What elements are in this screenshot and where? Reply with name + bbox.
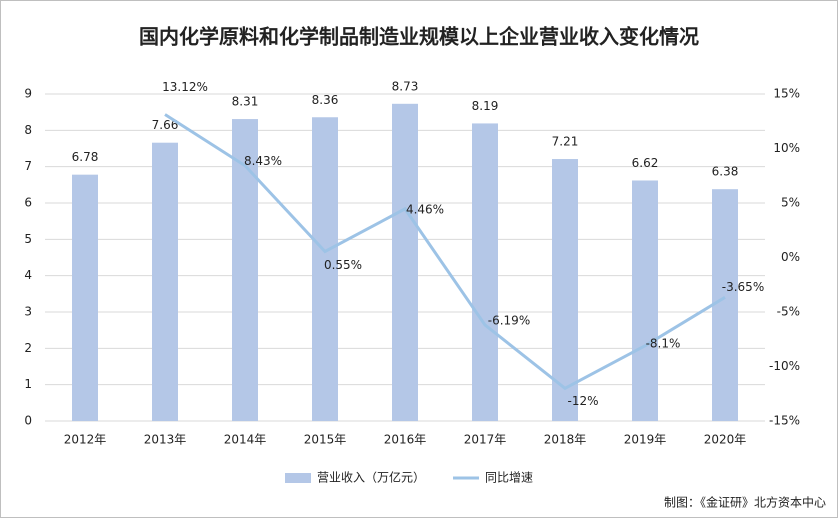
line-value-label: 8.43% — [244, 154, 282, 168]
y-tick-label: 5 — [24, 232, 32, 246]
line-series — [164, 113, 726, 391]
y2-tick-label: 15% — [773, 87, 800, 101]
bar — [392, 103, 418, 421]
chart-title: 国内化学原料和化学制品制造业规模以上企业营业收入变化情况 — [139, 25, 699, 49]
line-value-label: 4.46% — [406, 202, 444, 216]
bar-value-label: 7.66 — [152, 118, 179, 132]
line-value-label: -8.1% — [646, 336, 681, 350]
y2-tick-label: -15% — [769, 414, 800, 428]
legend-label: 同比增速 — [485, 471, 533, 485]
y-tick-label: 7 — [24, 159, 32, 173]
legend-label: 营业收入（万亿元） — [317, 470, 425, 485]
bar-value-label: 6.62 — [632, 156, 659, 170]
bar — [312, 117, 338, 422]
bar-value-label: 8.36 — [312, 93, 339, 107]
bar-value-label: 8.31 — [232, 95, 259, 109]
bar — [152, 142, 178, 422]
x-tick-label: 2013年 — [144, 433, 187, 447]
source-note: 制图：《金证研》北方资本中心 — [664, 495, 826, 510]
y-tick-label: 2 — [24, 341, 32, 355]
bar-value-label: 6.78 — [72, 150, 99, 164]
y-tick-label: 1 — [24, 377, 32, 391]
x-tick-label: 2020年 — [704, 433, 747, 447]
y2-tick-label: 5% — [781, 196, 800, 210]
bar — [712, 189, 738, 421]
x-tick-label: 2018年 — [544, 433, 587, 447]
x-tick-label: 2016年 — [384, 433, 427, 447]
line-value-label: 0.55% — [324, 258, 362, 272]
y-tick-label: 3 — [24, 305, 32, 319]
bar — [632, 180, 658, 421]
bar-value-label: 8.19 — [472, 99, 499, 113]
x-tick-label: 2017年 — [464, 433, 507, 447]
y2-tick-label: -10% — [769, 359, 800, 373]
legend-swatch — [285, 473, 311, 483]
bar-value-label: 8.73 — [392, 79, 419, 93]
y-tick-label: 9 — [24, 87, 32, 101]
y2-tick-label: -5% — [777, 305, 800, 319]
line-value-label: -3.65% — [722, 280, 764, 294]
y-tick-label: 0 — [24, 414, 32, 428]
y-tick-label: 8 — [24, 123, 32, 137]
y2-tick-label: 10% — [773, 141, 800, 155]
line-value-label: 13.12% — [162, 80, 208, 94]
line-value-label: -12% — [567, 394, 598, 408]
bar-value-label: 6.38 — [712, 165, 739, 179]
x-tick-label: 2012年 — [64, 433, 107, 447]
y-tick-label: 4 — [24, 268, 32, 282]
bar — [552, 159, 578, 421]
x-tick-label: 2015年 — [304, 433, 347, 447]
bar — [72, 174, 98, 421]
bar — [472, 123, 498, 422]
bar-value-label: 7.21 — [552, 135, 579, 149]
y-tick-label: 6 — [24, 196, 32, 210]
x-tick-label: 2019年 — [624, 433, 667, 447]
x-tick-label: 2014年 — [224, 433, 267, 447]
y2-tick-label: 0% — [781, 250, 800, 264]
bar — [232, 119, 258, 421]
line-value-label: -6.19% — [488, 313, 530, 327]
